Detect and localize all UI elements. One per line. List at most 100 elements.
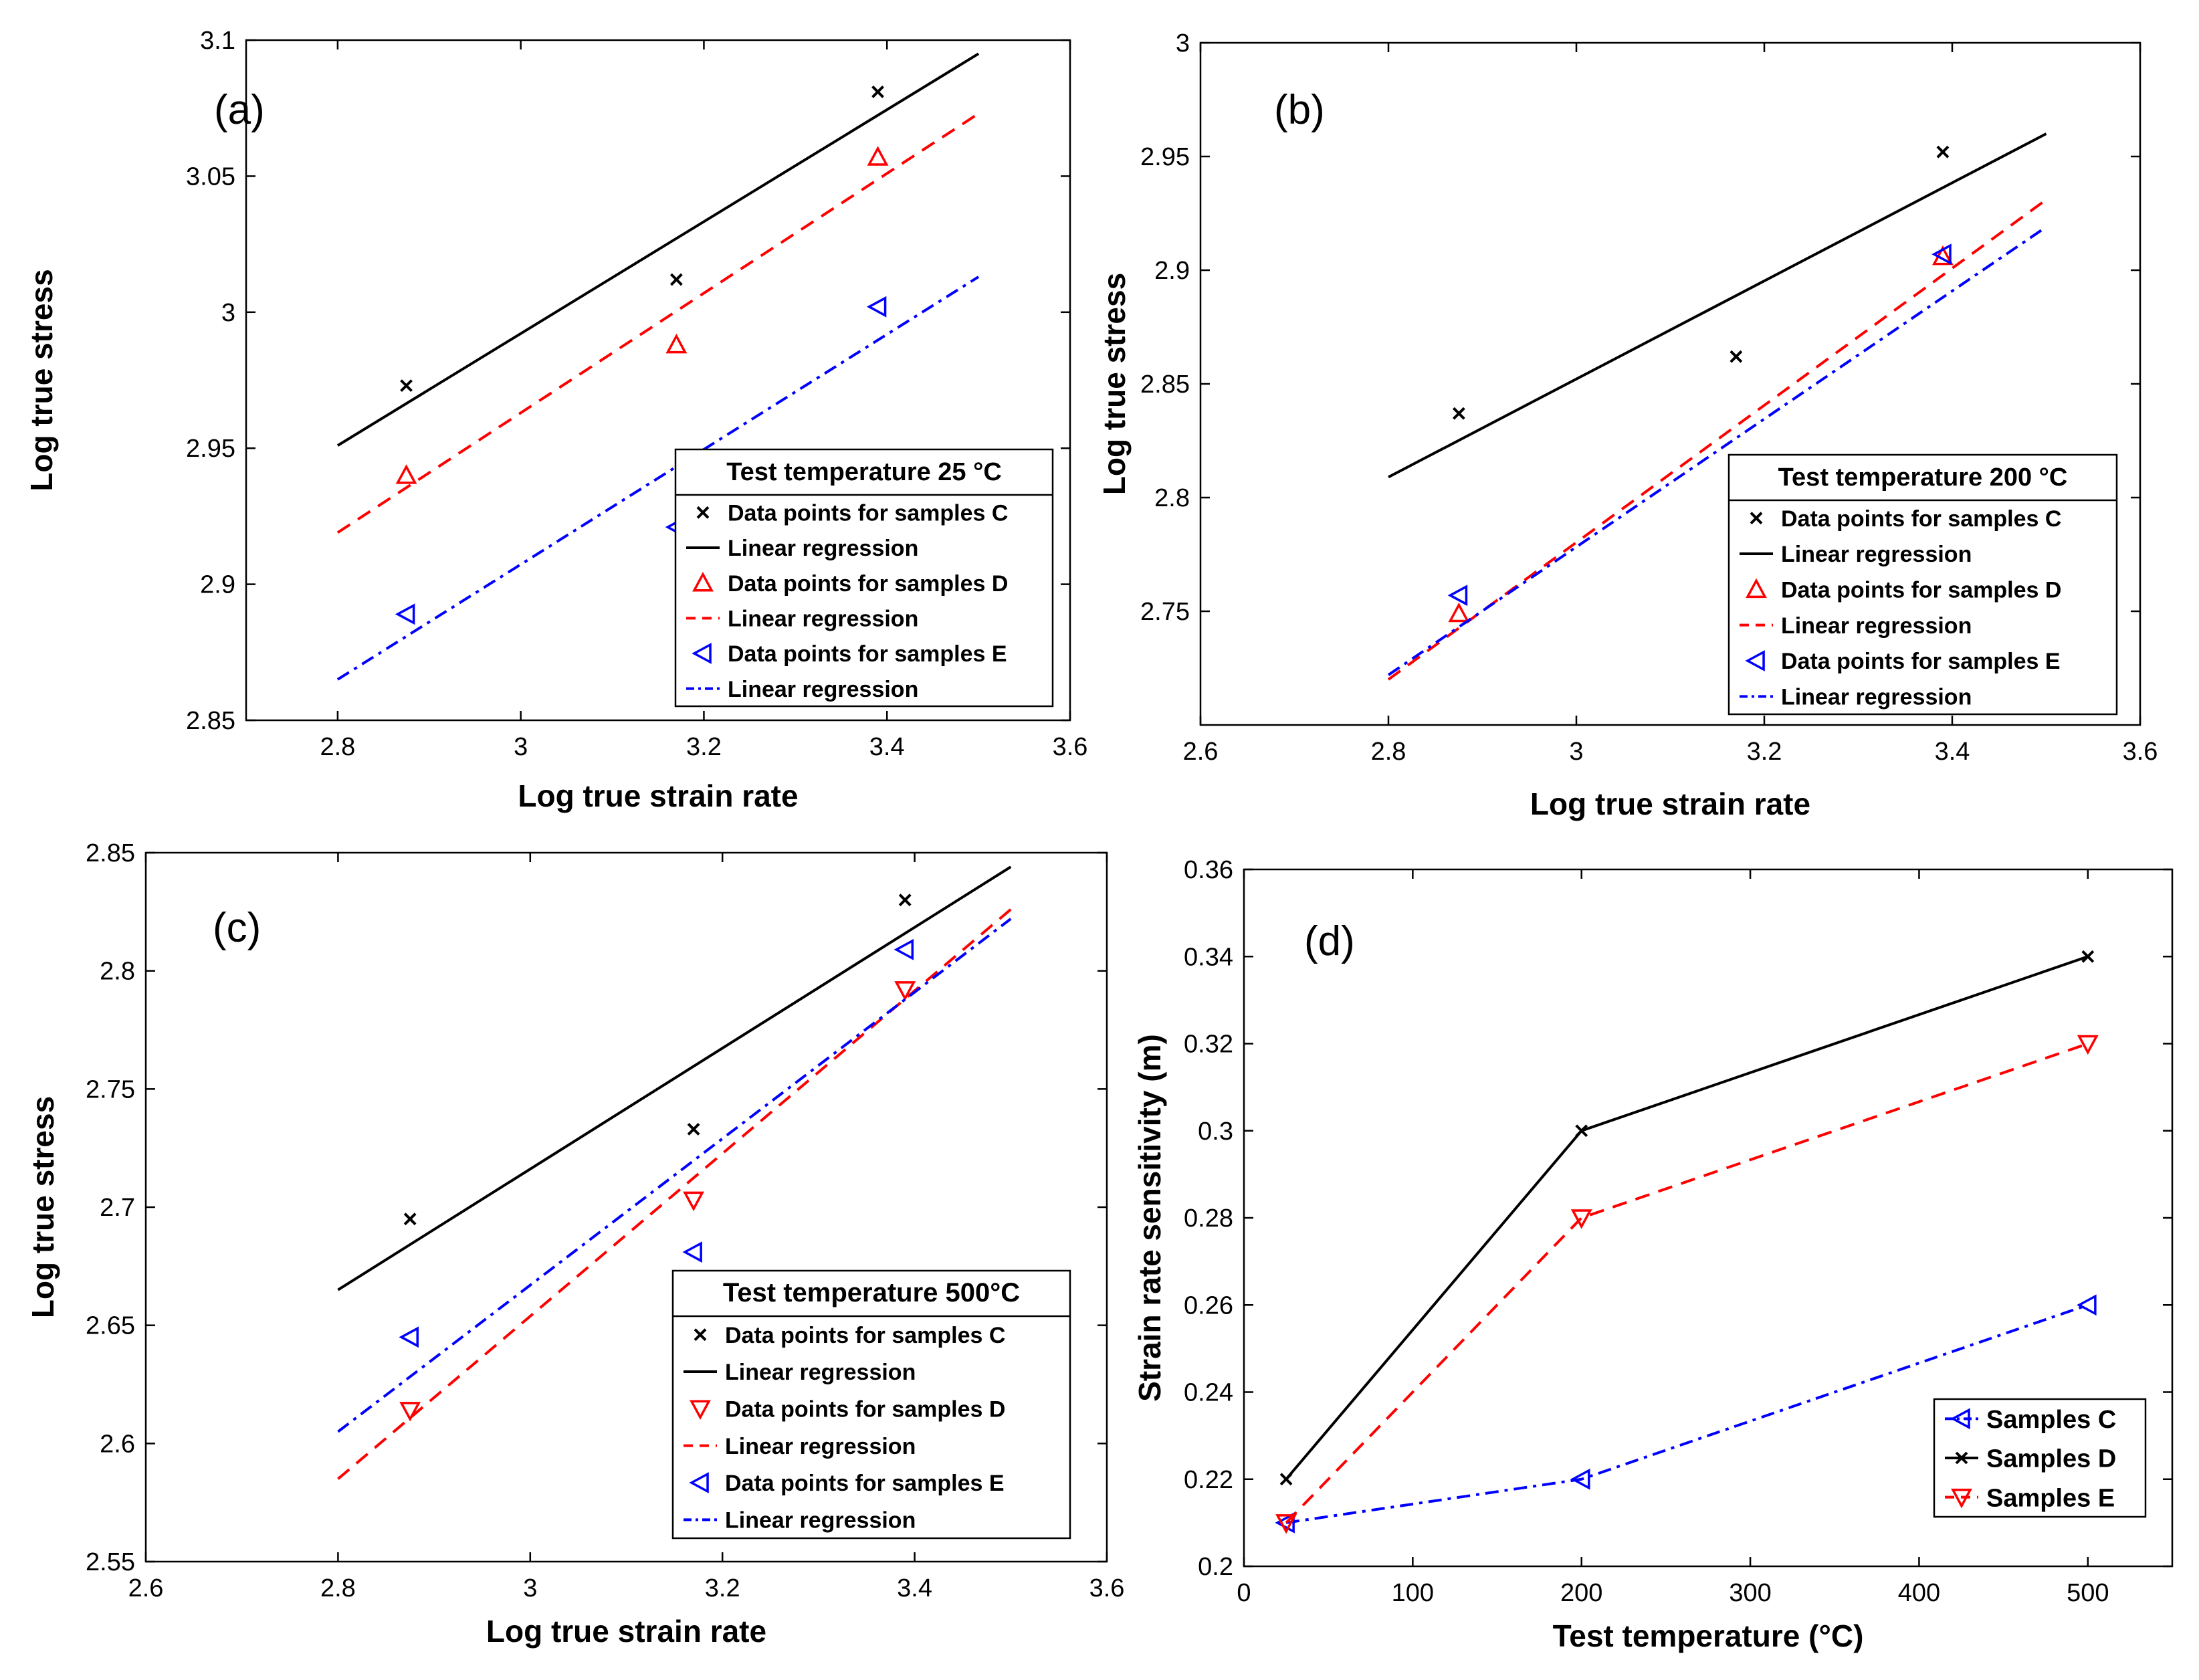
plot-area xyxy=(337,865,1012,1480)
data-point xyxy=(1275,1514,1297,1534)
y-tick-label: 2.95 xyxy=(1140,143,1190,171)
data-point xyxy=(894,938,914,960)
legend-title: Test temperature 200 °C xyxy=(1778,463,2068,492)
legend-swatch-marker xyxy=(1750,512,1763,525)
x-axis-label: Log true strain rate xyxy=(518,778,798,813)
legend-entry-label: Linear regression xyxy=(725,1360,916,1385)
panel-b: 2.6 2.8 3 3.2 3.4 3.6 2.75 2.8 2.85 2.9 2.95 3 Log t… xyxy=(1097,29,2158,821)
data-point xyxy=(1570,1468,1590,1490)
data-point xyxy=(2077,1035,2099,1055)
legend-swatch-marker xyxy=(690,1400,711,1421)
x-tick-label: 3 xyxy=(1569,738,1583,766)
data-point xyxy=(687,1122,700,1136)
panel-d: 0 100 200 300 400 500 0.2 0.22 0.24 0.26 0.28 0.3 0.… xyxy=(1132,856,2174,1653)
legend-entry-label: Linear regression xyxy=(725,1508,916,1534)
x-tick-label: 0 xyxy=(1237,1579,1251,1607)
y-axis-label: Log true stress xyxy=(1097,273,1132,495)
series-line-4 xyxy=(337,908,1012,1480)
y-tick-label: 3.05 xyxy=(186,163,235,191)
y-axis-label: Strain rate sensitivity (m) xyxy=(1132,1034,1167,1402)
data-point xyxy=(2077,1294,2097,1316)
series-line-4 xyxy=(1387,198,2047,681)
data-point xyxy=(399,1402,421,1422)
data-point xyxy=(2081,950,2095,963)
data-point xyxy=(1570,1209,1592,1229)
y-tick-label: 2.85 xyxy=(1140,371,1190,399)
panel-label: (d) xyxy=(1304,918,1355,964)
y-tick-label: 3 xyxy=(1176,29,1190,58)
y-tick-label: 2.75 xyxy=(86,1075,135,1104)
y-tick-label: 0.32 xyxy=(1184,1031,1233,1059)
legend-swatch-marker xyxy=(689,1472,709,1493)
y-tick-label: 0.34 xyxy=(1184,943,1233,971)
plot-area xyxy=(1275,950,2099,1534)
data-point xyxy=(403,1213,417,1226)
x-tick-label: 3 xyxy=(523,1574,537,1602)
y-axis-label: Log true stress xyxy=(24,269,59,491)
x-tick-label: 3.6 xyxy=(2123,738,2158,766)
data-point xyxy=(683,1191,705,1212)
legend-entry-label: Linear regression xyxy=(1781,613,1972,639)
x-tick-label: 3.4 xyxy=(897,1574,932,1602)
y-tick-label: 0.26 xyxy=(1184,1291,1233,1320)
legend-entry-label: Linear regression xyxy=(1781,542,1972,567)
data-point xyxy=(1279,1473,1293,1486)
legend-entry-label: Data points for samples E xyxy=(1781,649,2061,674)
legend-entry-label: Data points for samples C xyxy=(1781,506,2061,532)
y-tick-label: 2.75 xyxy=(1140,598,1190,626)
y-tick-label: 2.65 xyxy=(86,1312,135,1340)
data-point xyxy=(669,273,683,286)
legend-box xyxy=(671,1269,1071,1540)
series-line-2 xyxy=(1388,132,2047,479)
y-tick-label: 2.55 xyxy=(86,1548,135,1576)
x-tick-label: 3.6 xyxy=(1089,1574,1125,1602)
y-tick-label: 0.22 xyxy=(1184,1466,1233,1494)
x-tick-label: 2.6 xyxy=(128,1574,164,1602)
legend-entry-label: Data points for samples D xyxy=(725,1397,1005,1423)
legend-entry-label: Linear regression xyxy=(1781,685,1972,710)
data-point xyxy=(894,981,916,1001)
data-point xyxy=(1447,585,1468,607)
legend-entry-label: Samples D xyxy=(1986,1445,2116,1473)
x-axis-label: Log true strain rate xyxy=(1530,786,1810,821)
data-point xyxy=(399,1326,419,1348)
data-point xyxy=(1936,145,1950,159)
x-tick-label: 300 xyxy=(1729,1579,1771,1607)
data-point xyxy=(871,85,884,98)
x-tick-label: 3.4 xyxy=(1935,738,1970,766)
y-tick-label: 0.28 xyxy=(1184,1204,1233,1233)
x-tick-label: 400 xyxy=(1898,1579,1940,1607)
legend-entry-label: Data points for samples D xyxy=(728,571,1008,597)
axes-frame xyxy=(245,39,1071,722)
legend-swatch-marker xyxy=(692,643,712,664)
series-line-2 xyxy=(336,52,980,447)
series-line-6 xyxy=(337,918,1012,1433)
legend-entry-label: Data points for samples E xyxy=(728,641,1007,667)
data-point xyxy=(395,603,415,625)
legend-box xyxy=(1727,453,2118,716)
y-tick-label: 2.85 xyxy=(186,707,235,735)
legend-entry-label: Linear regression xyxy=(725,1434,916,1459)
y-tick-label: 2.8 xyxy=(100,958,135,986)
panel-c: 2.6 2.8 3 3.2 3.4 3.62.552.62.652.72.752.82.8… xyxy=(25,839,1124,1649)
x-tick-label: 3.4 xyxy=(869,733,905,761)
series-line-4 xyxy=(336,112,980,534)
legend-box xyxy=(674,448,1054,708)
x-tick-label: 3 xyxy=(514,733,528,761)
data-point xyxy=(1452,407,1465,420)
legend-swatch-marker xyxy=(1745,650,1765,671)
legend-swatch-marker xyxy=(694,1328,707,1342)
y-tick-label: 2.9 xyxy=(1154,257,1190,285)
y-tick-label: 3 xyxy=(221,299,235,327)
legend-title: Test temperature 500°C xyxy=(723,1278,1020,1307)
legend-swatch-marker xyxy=(1955,1451,1968,1465)
panel-label: (a) xyxy=(214,87,265,133)
series-line-6 xyxy=(336,276,980,681)
data-point xyxy=(1931,243,1952,266)
series-line-1 xyxy=(1285,1303,2089,1524)
y-tick-label: 2.95 xyxy=(186,435,235,463)
data-point xyxy=(1275,1511,1295,1534)
x-tick-label: 3.6 xyxy=(1053,733,1088,761)
